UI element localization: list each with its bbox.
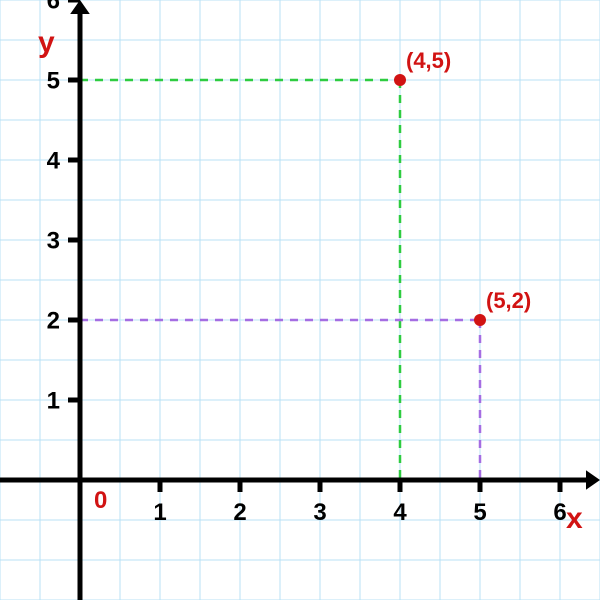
point-dot <box>474 314 486 326</box>
x-tick-label: 4 <box>393 499 407 526</box>
point-dot <box>394 74 406 86</box>
y-tick-label: 5 <box>47 67 60 94</box>
point-label: (5,2) <box>486 288 531 313</box>
y-tick-label: 3 <box>47 227 60 254</box>
x-tick-label: 6 <box>553 499 566 526</box>
origin-label: 0 <box>94 487 107 514</box>
x-tick-label: 5 <box>473 499 486 526</box>
x-axis-label: x <box>566 502 583 535</box>
x-tick-label: 1 <box>153 499 166 526</box>
coordinate-plane: 1 2 3 4 5 6 1 2 3 4 5 6 y x 0 (4,5) (5,2) <box>0 0 600 600</box>
y-tick-label: 2 <box>47 307 60 334</box>
y-tick-label: 6 <box>47 0 60 14</box>
y-axis-label: y <box>38 26 55 59</box>
x-tick-label: 2 <box>233 499 246 526</box>
y-tick-label: 4 <box>47 147 61 174</box>
x-tick-label: 3 <box>313 499 326 526</box>
point-label: (4,5) <box>406 48 451 73</box>
y-tick-label: 1 <box>47 387 60 414</box>
